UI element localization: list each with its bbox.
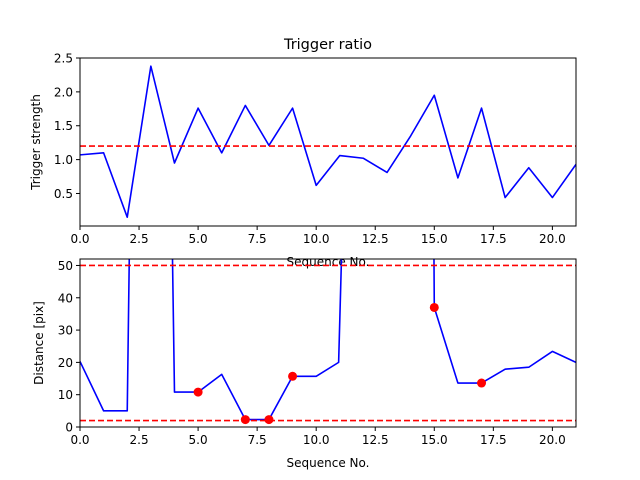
- x-tick-label: 17.5: [480, 232, 507, 246]
- y-tick-label: 40: [58, 291, 73, 305]
- axes-frame: [79, 258, 577, 428]
- x-axis-label: Sequence No.: [287, 255, 370, 269]
- plot-content: [80, 65, 576, 218]
- x-tick-label: 15.0: [421, 433, 448, 447]
- chart-title: Trigger ratio: [283, 37, 372, 53]
- data-point-marker: [264, 415, 274, 425]
- x-tick-label: 5.0: [189, 433, 208, 447]
- y-axis-label: Distance [pix]: [32, 301, 46, 385]
- y-axis-label: Trigger strength: [29, 94, 43, 191]
- y-tick-label: 50: [58, 259, 73, 273]
- y-tick-label: 20: [58, 356, 73, 370]
- x-tick-label: 12.5: [362, 232, 389, 246]
- x-tick-label: 10.0: [303, 232, 330, 246]
- x-tick-label: 2.5: [130, 232, 149, 246]
- plot-area: 0.0 2.5 5.0 7.5 10.0 12.5 15.0 17.5 20.0 0.5 1.0 1.…: [54, 52, 577, 246]
- x-tick-label: 10.0: [303, 433, 330, 447]
- plot-content: [80, 259, 576, 425]
- x-tick-label: 7.5: [248, 232, 267, 246]
- x-tick-label: 20.0: [539, 232, 566, 246]
- data-point-marker: [193, 387, 203, 397]
- y-tick-label: 1.0: [54, 153, 73, 167]
- data-point-marker: [429, 302, 439, 312]
- x-axis-label: Sequence No.: [287, 456, 370, 470]
- y-tick-label: 30: [58, 324, 73, 338]
- plot-area: 0.0 2.5 5.0 7.5 10.0 12.5 15.0 17.5 20.0 0 10 20 30 4…: [58, 258, 577, 447]
- data-point-marker: [240, 415, 250, 425]
- trigger-ratio-chart: Trigger ratio Trigger strength Sequence …: [29, 37, 577, 269]
- data-point-marker: [288, 371, 298, 381]
- y-tick-label: 10: [58, 388, 73, 402]
- x-tick-label: 12.5: [362, 433, 389, 447]
- x-tick-label: 17.5: [480, 433, 507, 447]
- y-tick-label: 1.5: [54, 119, 73, 133]
- x-tick-label: 5.0: [189, 232, 208, 246]
- distance-chart: Distance [pix] Sequence No. 0.0 2.5 5.0 7.5…: [32, 258, 577, 470]
- x-tick-label: 0.0: [70, 433, 89, 447]
- y-tick-label: 0: [65, 421, 73, 435]
- series-line: [80, 65, 576, 218]
- y-tick-label: 2.5: [54, 52, 73, 66]
- axes-frame: [79, 57, 577, 227]
- x-tick-label: 20.0: [539, 433, 566, 447]
- x-tick-label: 2.5: [130, 433, 149, 447]
- data-point-marker: [477, 378, 487, 388]
- y-tick-label: 2.0: [54, 85, 73, 99]
- y-tick-label: 0.5: [54, 187, 73, 201]
- series-line: [80, 259, 576, 421]
- x-tick-label: 7.5: [248, 433, 267, 447]
- x-tick-label: 15.0: [421, 232, 448, 246]
- x-tick-label: 0.0: [70, 232, 89, 246]
